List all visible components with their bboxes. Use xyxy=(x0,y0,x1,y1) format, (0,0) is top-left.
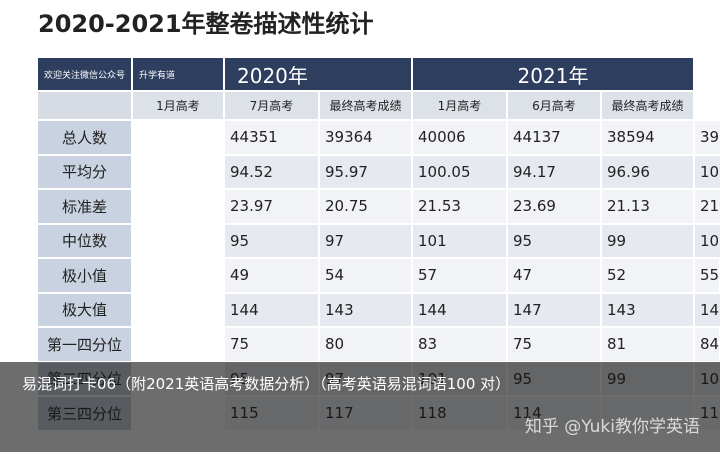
table-cell: 94.17 xyxy=(508,155,602,190)
table-cell: 96.96 xyxy=(602,155,695,190)
row-label: 第一四分位 xyxy=(38,328,133,363)
table-cell: 99 xyxy=(602,224,695,259)
group-header: 2021年 xyxy=(413,58,695,92)
row-label: 标准差 xyxy=(38,190,133,225)
table-cell: 97 xyxy=(320,224,413,259)
table-cell: 94.52 xyxy=(225,155,320,190)
column-header: 7月高考 xyxy=(225,92,320,121)
row-label: 极大值 xyxy=(38,293,133,328)
table-cell: 100.37 xyxy=(695,155,720,190)
table-cell: 80 xyxy=(320,328,413,363)
table-cell: 47 xyxy=(508,259,602,294)
table-cell: 55 xyxy=(695,259,720,294)
table-cell: 84 xyxy=(695,328,720,363)
table-cell: 95.97 xyxy=(320,155,413,190)
table-cell: 39364 xyxy=(320,121,413,156)
table-cell: 95 xyxy=(508,224,602,259)
table-cell: 81 xyxy=(602,328,695,363)
caption: 易混词打卡06（附2021英语高考数据分析）（高考英语易混词语100 对） xyxy=(22,375,511,393)
table-cell: 20.75 xyxy=(320,190,413,225)
header-cell: 升学有道 xyxy=(133,58,225,92)
caption-overlay xyxy=(0,362,720,452)
table-cell: 75 xyxy=(225,328,320,363)
row-label: 平均分 xyxy=(38,155,133,190)
table-cell: 144 xyxy=(225,293,320,328)
column-header: 1月高考 xyxy=(413,92,508,121)
table-cell: 54 xyxy=(320,259,413,294)
table-cell: 49 xyxy=(225,259,320,294)
table-cell: 101 xyxy=(413,224,508,259)
table-cell: 100.05 xyxy=(413,155,508,190)
watermark: 知乎 @Yuki教你学英语 xyxy=(524,417,700,437)
header-cell xyxy=(38,92,133,121)
column-header: 最终高考成绩 xyxy=(320,92,413,121)
table-cell: 39668 xyxy=(695,121,720,156)
group-header: 2020年 xyxy=(225,58,413,92)
table-cell: 40006 xyxy=(413,121,508,156)
title: 2020-2021年整卷描述性统计 xyxy=(38,10,374,38)
table-cell: 52 xyxy=(602,259,695,294)
table-cell: 95 xyxy=(225,224,320,259)
table-cell: 144 xyxy=(413,293,508,328)
header-cell: 欢迎关注微信公众号 xyxy=(38,58,133,92)
table-cell: 21.66 xyxy=(695,190,720,225)
table-cell: 23.69 xyxy=(508,190,602,225)
table-cell: 57 xyxy=(413,259,508,294)
table-cell: 147 xyxy=(695,293,720,328)
table-cell: 147 xyxy=(508,293,602,328)
table-cell: 143 xyxy=(320,293,413,328)
column-header: 最终高考成绩 xyxy=(602,92,695,121)
table-cell: 21.53 xyxy=(413,190,508,225)
table-cell: 21.13 xyxy=(602,190,695,225)
table-cell: 44137 xyxy=(508,121,602,156)
row-label: 总人数 xyxy=(38,121,133,156)
table-cell: 38594 xyxy=(602,121,695,156)
table-cell: 143 xyxy=(602,293,695,328)
table-cell: 102 xyxy=(695,224,720,259)
column-header: 1月高考 xyxy=(133,92,225,121)
table-cell: 23.97 xyxy=(225,190,320,225)
table-cell: 44351 xyxy=(225,121,320,156)
row-label: 中位数 xyxy=(38,224,133,259)
row-label: 极小值 xyxy=(38,259,133,294)
table-cell: 75 xyxy=(508,328,602,363)
table-cell: 83 xyxy=(413,328,508,363)
column-header: 6月高考 xyxy=(508,92,602,121)
